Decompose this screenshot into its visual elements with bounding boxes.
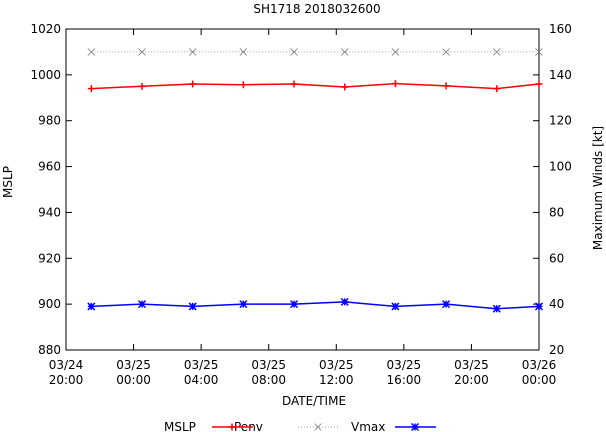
- x-tick-label-time: 00:00: [116, 373, 151, 387]
- data-point-penv: [493, 85, 501, 93]
- data-point-penv: [442, 82, 450, 90]
- data-point-vmax: [535, 48, 543, 56]
- x-tick-label-date: 03/25: [116, 358, 151, 372]
- x-tick-label-time: 08:00: [251, 373, 286, 387]
- series-penv: [87, 80, 543, 93]
- y-right-tick-label: 120: [549, 114, 572, 128]
- data-point-penv: [391, 80, 399, 88]
- series-mslp: [87, 297, 544, 313]
- y-right-tick-label: 60: [549, 251, 564, 265]
- y-right-tick-label: 100: [549, 160, 572, 174]
- data-point-penv: [138, 82, 146, 90]
- x-axis-label: DATE/TIME: [282, 394, 346, 408]
- y-left-tick-label: 1000: [30, 68, 61, 82]
- data-point-mslp: [188, 302, 197, 311]
- left-axis-ticks: 880 900 920 940 960 980 1000 1020: [30, 22, 72, 357]
- data-point-vmax: [442, 48, 450, 56]
- data-point-vmax: [290, 48, 298, 56]
- y-left-tick-label: 880: [38, 343, 61, 357]
- data-point-vmax: [138, 48, 146, 56]
- chart-title: SH1718 2018032600: [253, 2, 380, 16]
- y-left-tick-label: 920: [38, 251, 61, 265]
- y-left-tick-label: 940: [38, 205, 61, 219]
- y-right-tick-label: 40: [549, 297, 564, 311]
- x-tick-label-time: 20:00: [49, 373, 84, 387]
- data-point-vmax: [239, 48, 248, 56]
- y-left-tick-label: 980: [38, 114, 61, 128]
- legend-marker-penv: [228, 423, 236, 431]
- y-left-tick-label: 960: [38, 160, 61, 174]
- series-line-penv: [91, 82, 540, 90]
- x-tick-label-date: 03/25: [184, 358, 219, 372]
- data-point-vmax: [188, 48, 197, 56]
- x-axis-ticks: 03/2420:0003/2500:0003/2504:0003/2508:00…: [49, 29, 557, 387]
- plot-border: [65, 28, 540, 351]
- legend-title: MSLP: [164, 420, 196, 432]
- data-point-mslp: [290, 300, 299, 309]
- data-point-vmax: [340, 48, 349, 56]
- legend-label-penv: Penv: [234, 420, 263, 432]
- data-point-vmax: [492, 48, 501, 56]
- plot-area: [65, 28, 540, 351]
- data-point-vmax: [391, 48, 400, 56]
- y-right-tick-label: 20: [549, 343, 564, 357]
- y-right-tick-label: 160: [549, 22, 572, 36]
- y-right-tick-label: 80: [549, 205, 564, 219]
- y-left-tick-label: 900: [38, 297, 61, 311]
- data-point-mslp: [442, 300, 451, 309]
- data-point-mslp: [492, 304, 501, 313]
- data-point-mslp: [340, 297, 349, 306]
- data-point-mslp: [391, 302, 400, 311]
- x-tick-label-time: 20:00: [454, 373, 489, 387]
- data-point-mslp: [87, 302, 96, 311]
- series-layer: [87, 48, 544, 313]
- series-line-mslp: [91, 301, 540, 310]
- y-left-tick-label: 1020: [30, 22, 61, 36]
- x-tick-label-time: 16:00: [387, 373, 422, 387]
- x-tick-label-time: 04:00: [184, 373, 219, 387]
- data-point-penv: [341, 83, 349, 91]
- data-point-penv: [239, 81, 247, 89]
- data-point-penv: [189, 80, 197, 88]
- x-tick-label-time: 00:00: [522, 373, 557, 387]
- data-point-mslp: [137, 300, 147, 309]
- x-tick-label-date: 03/24: [49, 358, 84, 372]
- right-axis-ticks: 20 40 60 80 100 120 140 160: [533, 22, 572, 357]
- data-point-mslp: [534, 302, 544, 311]
- x-tick-label-date: 03/25: [251, 358, 286, 372]
- data-point-penv: [87, 85, 95, 93]
- data-point-vmax: [87, 48, 96, 56]
- legend-label-vmax: Vmax: [351, 420, 385, 432]
- legend-marker-mslp: [410, 422, 420, 432]
- x-tick-label-date: 03/25: [454, 358, 489, 372]
- y-axis-right-label: Maximum Winds [kt]: [591, 126, 605, 250]
- series-vmax: [87, 48, 543, 56]
- legend: MSLP Penv Vmax: [164, 420, 436, 432]
- y-axis-left-label: MSLP: [1, 166, 15, 198]
- y-right-tick-label: 140: [549, 68, 572, 82]
- x-tick-label-date: 03/25: [387, 358, 422, 372]
- data-point-penv: [290, 80, 298, 88]
- x-tick-label-time: 12:00: [319, 373, 354, 387]
- x-tick-label-date: 03/25: [319, 358, 354, 372]
- data-point-mslp: [239, 300, 248, 309]
- legend-marker-vmax: [314, 423, 322, 431]
- data-point-penv: [535, 80, 543, 88]
- x-tick-label-date: 03/26: [522, 358, 557, 372]
